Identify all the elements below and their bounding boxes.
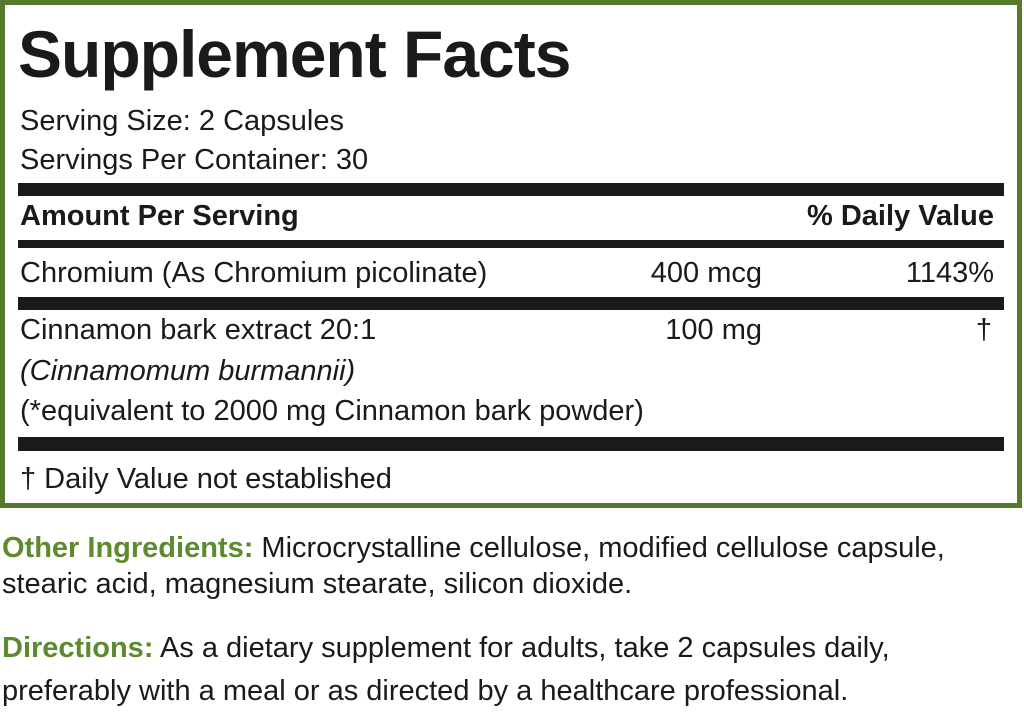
ingredient-daily-value: 1143% [905, 257, 994, 289]
ingredient-name: Chromium (As Chromium picolinate) [20, 257, 488, 289]
directions-label: Directions: [2, 632, 154, 664]
other-ingredients-text: Microcrystalline cellulose, modified cel… [2, 532, 945, 600]
divider [18, 297, 1004, 310]
serving-size: Serving Size: 2 Capsules [20, 105, 344, 137]
footnote: † Daily Value not established [20, 463, 392, 495]
ingredient-note: (*equivalent to 2000 mg Cinnamon bark po… [20, 395, 644, 427]
facts-panel [0, 0, 1022, 508]
divider [18, 240, 1004, 248]
ingredient-daily-value: † [975, 314, 992, 346]
other-ingredients: Other Ingredients: Microcrystalline cell… [2, 530, 1022, 602]
directions: Directions: As a dietary supplement for … [2, 627, 1022, 713]
divider [18, 437, 1004, 451]
servings-per-container: Servings Per Container: 30 [20, 144, 369, 176]
header-amount: Amount Per Serving [20, 200, 299, 232]
ingredient-amount: 400 mcg [650, 257, 762, 289]
directions-text: As a dietary supplement for adults, take… [2, 632, 890, 707]
header-daily-value: % Daily Value [807, 200, 994, 232]
other-ingredients-label: Other Ingredients: [2, 532, 254, 564]
divider [18, 183, 1004, 196]
ingredient-name: Cinnamon bark extract 20:1 [20, 314, 377, 346]
ingredient-source: (Cinnamomum burmannii) [20, 355, 356, 387]
panel-title: Supplement Facts [18, 17, 571, 91]
ingredient-amount: 100 mg [665, 314, 762, 346]
